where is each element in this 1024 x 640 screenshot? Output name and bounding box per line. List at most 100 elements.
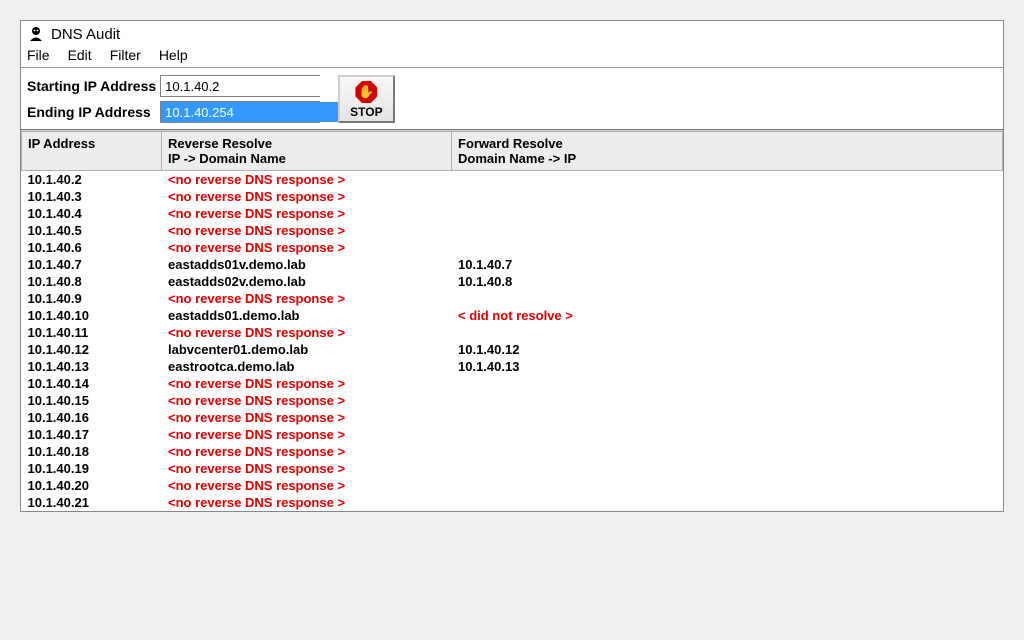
cell-ip: 10.1.40.19 <box>22 460 162 477</box>
table-row[interactable]: 10.1.40.11<no reverse DNS response > <box>22 324 1003 341</box>
cell-reverse: eastrootca.demo.lab <box>162 358 452 375</box>
col-ip-label: IP Address <box>28 136 95 151</box>
cell-reverse: eastadds02v.demo.lab <box>162 273 452 290</box>
cell-reverse: <no reverse DNS response > <box>162 477 452 494</box>
cell-ip: 10.1.40.3 <box>22 188 162 205</box>
cell-forward <box>452 290 1003 307</box>
cell-reverse: labvcenter01.demo.lab <box>162 341 452 358</box>
menubar: File Edit Filter Help <box>21 45 1003 67</box>
cell-reverse: eastadds01.demo.lab <box>162 307 452 324</box>
table-row[interactable]: 10.1.40.4<no reverse DNS response > <box>22 205 1003 222</box>
window-title: DNS Audit <box>51 26 120 43</box>
cell-forward <box>452 188 1003 205</box>
end-ip-combo[interactable]: ▾ <box>160 101 320 123</box>
table-row[interactable]: 10.1.40.20<no reverse DNS response > <box>22 477 1003 494</box>
cell-reverse: <no reverse DNS response > <box>162 443 452 460</box>
cell-forward: 10.1.40.13 <box>452 358 1003 375</box>
cell-reverse: <no reverse DNS response > <box>162 409 452 426</box>
cell-ip: 10.1.40.15 <box>22 392 162 409</box>
table-row[interactable]: 10.1.40.2<no reverse DNS response > <box>22 171 1003 189</box>
menu-filter[interactable]: Filter <box>110 47 141 63</box>
table-row[interactable]: 10.1.40.18<no reverse DNS response > <box>22 443 1003 460</box>
cell-forward <box>452 426 1003 443</box>
cell-ip: 10.1.40.7 <box>22 256 162 273</box>
cell-forward <box>452 324 1003 341</box>
col-reverse[interactable]: Reverse Resolve IP -> Domain Name <box>162 132 452 171</box>
toolbar: Starting IP Address ▾ Ending IP Address … <box>21 69 1003 129</box>
cell-forward <box>452 460 1003 477</box>
app-icon <box>27 25 45 43</box>
cell-reverse: eastadds01v.demo.lab <box>162 256 452 273</box>
cell-forward <box>452 171 1003 189</box>
cell-ip: 10.1.40.16 <box>22 409 162 426</box>
end-ip-label: Ending IP Address <box>27 104 156 120</box>
cell-forward: < did not resolve > <box>452 307 1003 324</box>
cell-ip: 10.1.40.18 <box>22 443 162 460</box>
app-window: DNS Audit File Edit Filter Help Starting… <box>20 20 1004 512</box>
cell-ip: 10.1.40.20 <box>22 477 162 494</box>
cell-reverse: <no reverse DNS response > <box>162 392 452 409</box>
table-row[interactable]: 10.1.40.15<no reverse DNS response > <box>22 392 1003 409</box>
table-row[interactable]: 10.1.40.21<no reverse DNS response > <box>22 494 1003 511</box>
table-row[interactable]: 10.1.40.16<no reverse DNS response > <box>22 409 1003 426</box>
titlebar: DNS Audit <box>21 21 1003 45</box>
table-row[interactable]: 10.1.40.5<no reverse DNS response > <box>22 222 1003 239</box>
cell-forward <box>452 443 1003 460</box>
cell-ip: 10.1.40.5 <box>22 222 162 239</box>
table-row[interactable]: 10.1.40.19<no reverse DNS response > <box>22 460 1003 477</box>
cell-reverse: <no reverse DNS response > <box>162 205 452 222</box>
stop-button[interactable]: ✋ STOP <box>338 75 394 123</box>
table-row[interactable]: 10.1.40.9<no reverse DNS response > <box>22 290 1003 307</box>
cell-ip: 10.1.40.8 <box>22 273 162 290</box>
cell-reverse: <no reverse DNS response > <box>162 375 452 392</box>
table-row[interactable]: 10.1.40.14<no reverse DNS response > <box>22 375 1003 392</box>
cell-ip: 10.1.40.9 <box>22 290 162 307</box>
menu-edit[interactable]: Edit <box>68 47 92 63</box>
cell-ip: 10.1.40.4 <box>22 205 162 222</box>
table-row[interactable]: 10.1.40.13eastrootca.demo.lab10.1.40.13 <box>22 358 1003 375</box>
menu-help[interactable]: Help <box>159 47 188 63</box>
col-forward[interactable]: Forward Resolve Domain Name -> IP <box>452 132 1003 171</box>
results-table: IP Address Reverse Resolve IP -> Domain … <box>21 131 1003 511</box>
cell-forward <box>452 494 1003 511</box>
cell-forward <box>452 375 1003 392</box>
cell-ip: 10.1.40.11 <box>22 324 162 341</box>
col-ip[interactable]: IP Address <box>22 132 162 171</box>
cell-forward: 10.1.40.8 <box>452 273 1003 290</box>
cell-ip: 10.1.40.2 <box>22 171 162 189</box>
cell-forward <box>452 205 1003 222</box>
col-forward-title: Forward Resolve <box>458 136 563 151</box>
table-row[interactable]: 10.1.40.7eastadds01v.demo.lab10.1.40.7 <box>22 256 1003 273</box>
start-ip-label: Starting IP Address <box>27 78 156 94</box>
cell-forward <box>452 477 1003 494</box>
table-row[interactable]: 10.1.40.10eastadds01.demo.lab< did not r… <box>22 307 1003 324</box>
start-ip-combo[interactable]: ▾ <box>160 75 320 97</box>
col-reverse-sub: IP -> Domain Name <box>168 151 445 166</box>
cell-reverse: <no reverse DNS response > <box>162 460 452 477</box>
table-row[interactable]: 10.1.40.8eastadds02v.demo.lab10.1.40.8 <box>22 273 1003 290</box>
start-ip-input[interactable] <box>161 76 345 96</box>
stop-button-label: STOP <box>350 105 382 119</box>
cell-reverse: <no reverse DNS response > <box>162 171 452 189</box>
table-row[interactable]: 10.1.40.6<no reverse DNS response > <box>22 239 1003 256</box>
end-ip-input[interactable] <box>161 102 345 122</box>
col-forward-sub: Domain Name -> IP <box>458 151 996 166</box>
table-row[interactable]: 10.1.40.17<no reverse DNS response > <box>22 426 1003 443</box>
cell-reverse: <no reverse DNS response > <box>162 222 452 239</box>
cell-ip: 10.1.40.17 <box>22 426 162 443</box>
cell-ip: 10.1.40.21 <box>22 494 162 511</box>
cell-forward <box>452 222 1003 239</box>
cell-forward <box>452 392 1003 409</box>
table-row[interactable]: 10.1.40.12labvcenter01.demo.lab10.1.40.1… <box>22 341 1003 358</box>
cell-reverse: <no reverse DNS response > <box>162 426 452 443</box>
cell-forward: 10.1.40.7 <box>452 256 1003 273</box>
menu-file[interactable]: File <box>27 47 50 63</box>
cell-ip: 10.1.40.12 <box>22 341 162 358</box>
cell-ip: 10.1.40.13 <box>22 358 162 375</box>
ip-fields: Starting IP Address ▾ Ending IP Address … <box>27 75 320 123</box>
stop-icon: ✋ <box>355 81 377 103</box>
table-row[interactable]: 10.1.40.3<no reverse DNS response > <box>22 188 1003 205</box>
cell-reverse: <no reverse DNS response > <box>162 290 452 307</box>
cell-forward <box>452 239 1003 256</box>
cell-reverse: <no reverse DNS response > <box>162 188 452 205</box>
